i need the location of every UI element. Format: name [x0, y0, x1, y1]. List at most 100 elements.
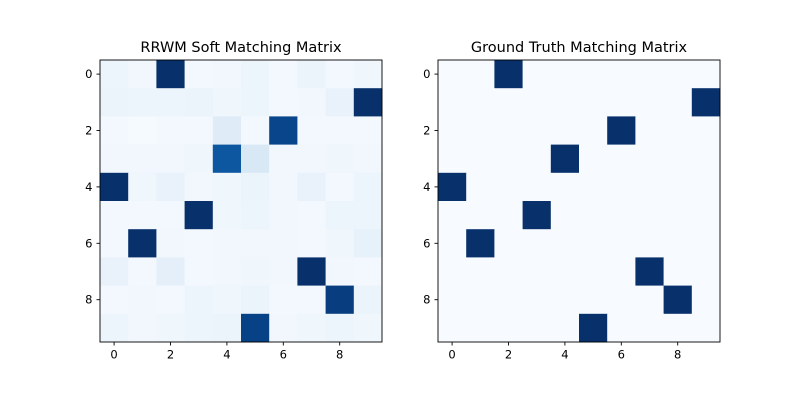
heatmap-cell-r5-c7 — [297, 201, 326, 230]
heatmap-cells — [438, 60, 721, 343]
heatmap-cell-r6-c9 — [353, 229, 383, 258]
heatmap-cell-r1-c3 — [522, 88, 552, 117]
heatmap-cell-r7-c3 — [184, 257, 214, 286]
heatmap-cell-r9-c2 — [156, 313, 185, 343]
heatmap-cell-r1-c7 — [635, 88, 664, 117]
heatmap-cell-r5-c4 — [550, 201, 580, 230]
heatmap-cell-r5-c7 — [635, 201, 664, 230]
heatmap-cell-r6-c4 — [212, 229, 242, 258]
heatmap-cell-r8-c7 — [635, 285, 664, 315]
heatmap-cell-r4-c4 — [212, 172, 242, 202]
heatmap-cell-r9-c6 — [269, 313, 298, 343]
heatmap-cell-r1-c6 — [607, 88, 636, 117]
heatmap-cell-r8-c6 — [269, 285, 298, 315]
heatmap-cell-r1-c9 — [353, 88, 383, 117]
heatmap-cell-r4-c9 — [691, 172, 721, 202]
heatmap-cell-r8-c8 — [325, 285, 355, 315]
heatmap-cell-r6-c1 — [128, 229, 157, 258]
heatmap-cell-r4-c2 — [156, 172, 185, 202]
heatmap-cell-r2-c1 — [128, 116, 157, 145]
heatmap-cell-r5-c0 — [438, 201, 467, 230]
heatmap-cell-r1-c8 — [663, 88, 693, 117]
heatmap-cell-r5-c3 — [184, 201, 214, 230]
heatmap-cell-r9-c1 — [466, 313, 495, 343]
heatmap-cell-r5-c5 — [241, 201, 270, 230]
heatmap-cell-r4-c7 — [297, 172, 326, 202]
heatmap-cell-r0-c6 — [607, 60, 636, 89]
heatmap-cell-r2-c9 — [353, 116, 383, 145]
heatmap-cell-r3-c1 — [128, 144, 157, 174]
heatmap-cell-r0-c2 — [156, 60, 185, 89]
heatmap-cell-r5-c9 — [353, 201, 383, 230]
heatmap-cell-r0-c8 — [325, 60, 355, 89]
heatmap-cell-r1-c0 — [100, 88, 129, 117]
heatmap-cell-r5-c2 — [156, 201, 185, 230]
heatmap-cell-r4-c2 — [494, 172, 523, 202]
heatmap-cell-r2-c0 — [100, 116, 129, 145]
heatmap-panel-rrwm: RRWM Soft Matching Matrix 0 2 4 6 8 0 2 4 6 8 — [85, 40, 383, 362]
heatmap-cell-r7-c0 — [100, 257, 129, 286]
heatmap-cell-r6-c7 — [297, 229, 326, 258]
heatmap-cell-r8-c9 — [353, 285, 383, 315]
heatmap-cell-r1-c8 — [325, 88, 355, 117]
heatmap-cell-r4-c1 — [128, 172, 157, 202]
heatmap-cell-r2-c0 — [438, 116, 467, 145]
heatmap-cell-r7-c7 — [297, 257, 326, 286]
heatmap-cell-r4-c0 — [100, 172, 129, 202]
heatmap-cell-r5-c8 — [663, 201, 693, 230]
heatmap-cell-r3-c3 — [184, 144, 214, 174]
heatmap-cell-r7-c8 — [663, 257, 693, 286]
heatmap-cell-r5-c4 — [212, 201, 242, 230]
heatmap-cell-r2-c2 — [156, 116, 185, 145]
heatmap-cell-r3-c7 — [297, 144, 326, 174]
heatmap-cell-r7-c6 — [607, 257, 636, 286]
heatmap-cell-r3-c6 — [269, 144, 298, 174]
heatmap-cell-r6-c6 — [607, 229, 636, 258]
heatmap-cell-r1-c0 — [438, 88, 467, 117]
heatmap-cell-r1-c2 — [156, 88, 185, 117]
heatmap-cell-r9-c3 — [184, 313, 214, 343]
heatmap-cell-r1-c2 — [494, 88, 523, 117]
y-tick-label: 2 — [85, 124, 92, 138]
x-tick-label: 4 — [561, 348, 568, 362]
heatmap-cell-r1-c5 — [241, 88, 270, 117]
heatmap-cell-r0-c6 — [269, 60, 298, 89]
heatmap-cell-r3-c1 — [466, 144, 495, 174]
heatmap-cell-r6-c5 — [241, 229, 270, 258]
heatmap-cell-r8-c8 — [663, 285, 693, 315]
heatmap-cell-r2-c5 — [241, 116, 270, 145]
heatmap-cell-r5-c3 — [522, 201, 552, 230]
heatmap-cell-r1-c7 — [297, 88, 326, 117]
heatmap-cell-r6-c2 — [494, 229, 523, 258]
heatmap-cell-r0-c3 — [522, 60, 552, 89]
heatmap-cell-r8-c9 — [691, 285, 721, 315]
heatmap-cell-r5-c1 — [128, 201, 157, 230]
heatmap-cell-r7-c9 — [353, 257, 383, 286]
plot-frame — [437, 59, 721, 343]
heatmap-cell-r0-c1 — [466, 60, 495, 89]
heatmap-cell-r4-c3 — [522, 172, 552, 202]
x-tick-label: 0 — [448, 348, 455, 362]
heatmap-cell-r0-c9 — [353, 60, 383, 89]
heatmap-cell-r4-c0 — [438, 172, 467, 202]
heatmap-cell-r0-c9 — [691, 60, 721, 89]
heatmap-cell-r5-c2 — [494, 201, 523, 230]
heatmap-cell-r1-c4 — [550, 88, 580, 117]
heatmap-cell-r4-c4 — [550, 172, 580, 202]
heatmap-cell-r8-c0 — [438, 285, 467, 315]
heatmap-cell-r0-c5 — [579, 60, 608, 89]
heatmap-cell-r8-c5 — [241, 285, 270, 315]
heatmap-cell-r2-c1 — [466, 116, 495, 145]
x-axis: 0 2 4 6 8 — [448, 342, 681, 362]
heatmap-cell-r4-c7 — [635, 172, 664, 202]
heatmap-cell-r1-c1 — [128, 88, 157, 117]
heatmap-cell-r4-c8 — [663, 172, 693, 202]
heatmap-cell-r6-c0 — [438, 229, 467, 258]
heatmap-cell-r9-c7 — [635, 313, 664, 343]
heatmap-cell-r3-c6 — [607, 144, 636, 174]
heatmap-cell-r5-c6 — [269, 201, 298, 230]
heatmap-cell-r2-c4 — [550, 116, 580, 145]
heatmap-cell-r6-c5 — [579, 229, 608, 258]
heatmap-cell-r2-c3 — [184, 116, 214, 145]
heatmap-cell-r2-c6 — [607, 116, 636, 145]
